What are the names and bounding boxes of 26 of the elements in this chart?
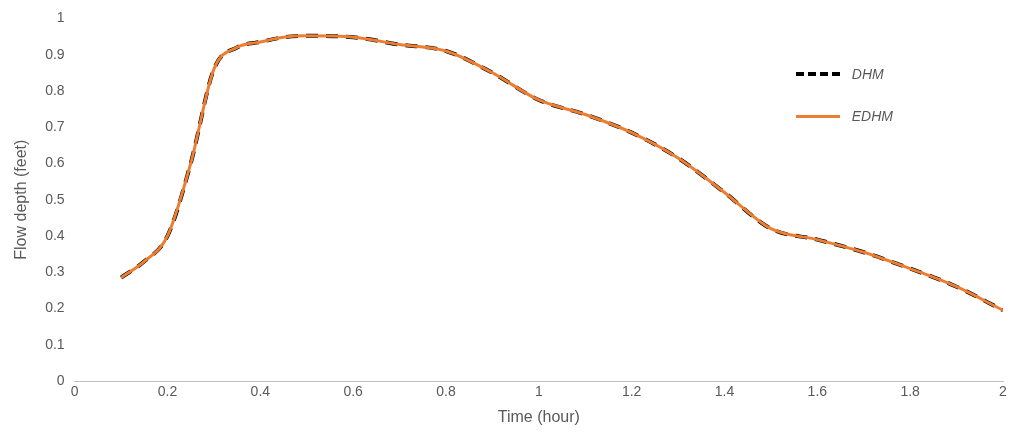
x-tick-label: 0.8 [436, 383, 456, 400]
x-tick-label: 1.2 [621, 383, 642, 400]
y-tick-label: 0.7 [45, 118, 65, 135]
y-tick-label: 0 [56, 371, 65, 388]
y-tick-label: 0.5 [45, 190, 65, 207]
x-tick-label: 2 [999, 383, 1008, 400]
x-tick-label: 1.6 [807, 383, 828, 400]
y-tick-label: 0.8 [45, 81, 65, 98]
y-tick-label: 0.3 [45, 263, 65, 280]
y-tick-label: 0.4 [45, 226, 65, 243]
y-tick-label: 0.2 [45, 299, 65, 316]
y-axis-title: Flow depth (feet) [12, 139, 30, 260]
legend-label: DHM [851, 66, 884, 83]
x-tick-label: 1 [534, 383, 543, 400]
x-tick-label: 0.4 [250, 383, 271, 400]
legend-label: EDHM [851, 108, 893, 125]
x-tick-label: 1.8 [900, 383, 921, 400]
x-tick-label: 0.6 [343, 383, 364, 400]
x-axis-title: Time (hour) [497, 407, 580, 425]
y-tick-label: 0.6 [45, 154, 65, 171]
y-tick-label: 0.9 [45, 45, 65, 62]
y-tick-label: 1 [56, 9, 65, 26]
x-tick-label: 0 [70, 383, 79, 400]
x-tick-label: 0.2 [157, 383, 178, 400]
y-tick-label: 0.1 [45, 335, 65, 352]
x-tick-label: 1.4 [714, 383, 735, 400]
